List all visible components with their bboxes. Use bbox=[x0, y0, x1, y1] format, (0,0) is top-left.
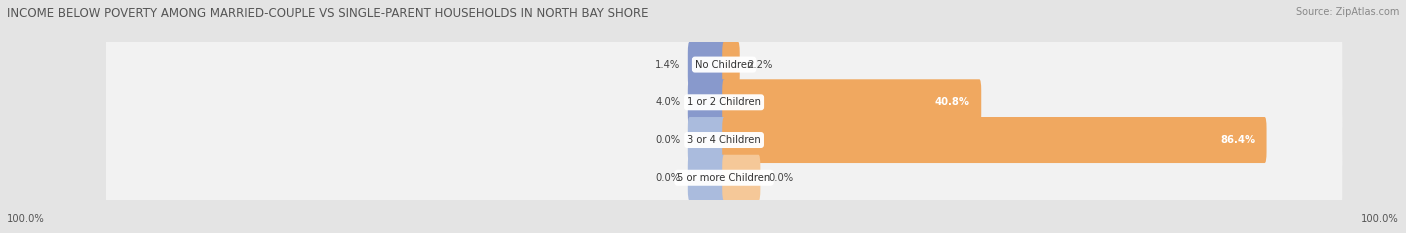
Text: 4.0%: 4.0% bbox=[655, 97, 681, 107]
Text: No Children: No Children bbox=[695, 60, 754, 70]
Text: 0.0%: 0.0% bbox=[655, 135, 681, 145]
FancyBboxPatch shape bbox=[105, 93, 1343, 187]
Text: 1 or 2 Children: 1 or 2 Children bbox=[688, 97, 761, 107]
Text: 3 or 4 Children: 3 or 4 Children bbox=[688, 135, 761, 145]
FancyBboxPatch shape bbox=[688, 41, 725, 88]
FancyBboxPatch shape bbox=[723, 117, 1267, 163]
FancyBboxPatch shape bbox=[688, 155, 725, 201]
FancyBboxPatch shape bbox=[105, 17, 1343, 112]
FancyBboxPatch shape bbox=[105, 130, 1343, 225]
Text: 100.0%: 100.0% bbox=[7, 214, 45, 224]
Text: INCOME BELOW POVERTY AMONG MARRIED-COUPLE VS SINGLE-PARENT HOUSEHOLDS IN NORTH B: INCOME BELOW POVERTY AMONG MARRIED-COUPL… bbox=[7, 7, 648, 20]
FancyBboxPatch shape bbox=[723, 41, 740, 88]
FancyBboxPatch shape bbox=[688, 79, 725, 125]
Text: Source: ZipAtlas.com: Source: ZipAtlas.com bbox=[1295, 7, 1399, 17]
Text: 2.2%: 2.2% bbox=[747, 60, 773, 70]
Text: 1.4%: 1.4% bbox=[655, 60, 681, 70]
Text: 0.0%: 0.0% bbox=[655, 173, 681, 183]
Text: 100.0%: 100.0% bbox=[1361, 214, 1399, 224]
Text: 0.0%: 0.0% bbox=[768, 173, 793, 183]
FancyBboxPatch shape bbox=[688, 117, 725, 163]
Text: 5 or more Children: 5 or more Children bbox=[678, 173, 770, 183]
Text: 86.4%: 86.4% bbox=[1220, 135, 1256, 145]
FancyBboxPatch shape bbox=[723, 155, 761, 201]
Text: 40.8%: 40.8% bbox=[935, 97, 970, 107]
FancyBboxPatch shape bbox=[105, 55, 1343, 149]
FancyBboxPatch shape bbox=[723, 79, 981, 125]
